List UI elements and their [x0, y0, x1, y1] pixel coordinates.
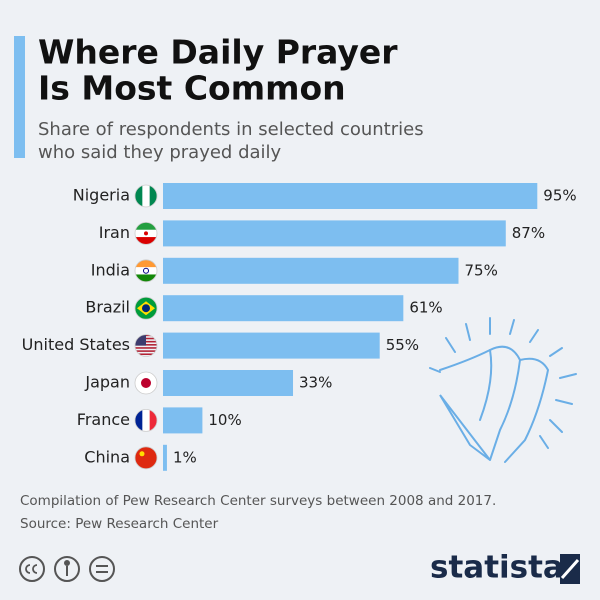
flag-stripe — [135, 222, 157, 231]
bar — [163, 332, 380, 359]
category-label: Iran — [99, 223, 130, 242]
subtitle: who said they prayed daily — [38, 142, 282, 163]
flag-stripe — [135, 353, 157, 356]
bar — [163, 444, 167, 471]
flag-border — [134, 371, 158, 395]
bar — [163, 370, 294, 396]
flag-stripe — [135, 409, 143, 432]
flag-stripe — [142, 185, 151, 207]
category-label: Nigeria — [73, 186, 130, 205]
flag-border — [134, 408, 158, 432]
bar — [163, 183, 538, 209]
flag-stripe — [135, 274, 157, 282]
praying-hands-icon — [429, 317, 577, 463]
flag-border — [134, 259, 158, 283]
value-label: 55% — [386, 336, 419, 354]
license-icons — [19, 556, 115, 582]
flag-canton — [135, 334, 146, 346]
flag — [135, 259, 157, 282]
category-label: France — [77, 410, 130, 429]
chart-title: Is Most Common — [38, 69, 346, 108]
flag — [135, 446, 157, 469]
flag-border — [134, 221, 158, 245]
value-label: 75% — [465, 261, 498, 279]
brand-mark-stripe — [560, 559, 580, 579]
flag-stripe — [135, 259, 157, 268]
flag-star — [139, 451, 145, 457]
flag — [135, 185, 157, 207]
note: Compilation of Pew Research Center surve… — [20, 493, 496, 509]
value-label: 87% — [512, 224, 545, 242]
value-label: 1% — [173, 448, 197, 466]
flag — [135, 222, 157, 245]
flag-emblem — [143, 267, 149, 274]
flag-stripe — [135, 350, 157, 352]
flag-border — [134, 296, 158, 320]
flag — [135, 297, 157, 320]
flag-border — [134, 446, 158, 470]
flag-stripe — [135, 267, 157, 275]
value-label: 61% — [409, 299, 442, 317]
brand-logo: statista — [430, 550, 564, 586]
flag-globe — [142, 304, 150, 313]
value-label: 33% — [299, 374, 332, 392]
value-label: 10% — [208, 411, 241, 429]
flag-sun — [141, 378, 151, 388]
category-label: Japan — [84, 373, 130, 392]
flag-stripe — [135, 237, 157, 245]
category-label: India — [91, 260, 130, 279]
flag — [135, 372, 157, 394]
bar — [163, 257, 459, 284]
subtitle: Share of respondents in selected countri… — [38, 119, 424, 140]
flag-stripe — [142, 409, 151, 432]
flag-border — [134, 334, 158, 358]
value-label: 95% — [543, 187, 576, 205]
flag-stripe — [149, 409, 157, 432]
flag-border — [134, 184, 158, 208]
chart-title: Where Daily Prayer — [38, 33, 398, 72]
category-label: Brazil — [85, 298, 130, 317]
source: Source: Pew Research Center — [20, 516, 219, 532]
bar — [163, 220, 506, 247]
bar — [163, 407, 203, 434]
flag-stripe — [135, 347, 157, 349]
bar — [163, 295, 404, 322]
flag-stripe — [135, 185, 143, 207]
flag-stripe — [149, 185, 157, 207]
flag — [135, 334, 157, 356]
flag-emblem — [144, 231, 148, 236]
title-accent — [14, 36, 25, 158]
flag — [135, 409, 157, 432]
category-label: China — [84, 447, 130, 466]
category-label: United States — [22, 335, 130, 354]
